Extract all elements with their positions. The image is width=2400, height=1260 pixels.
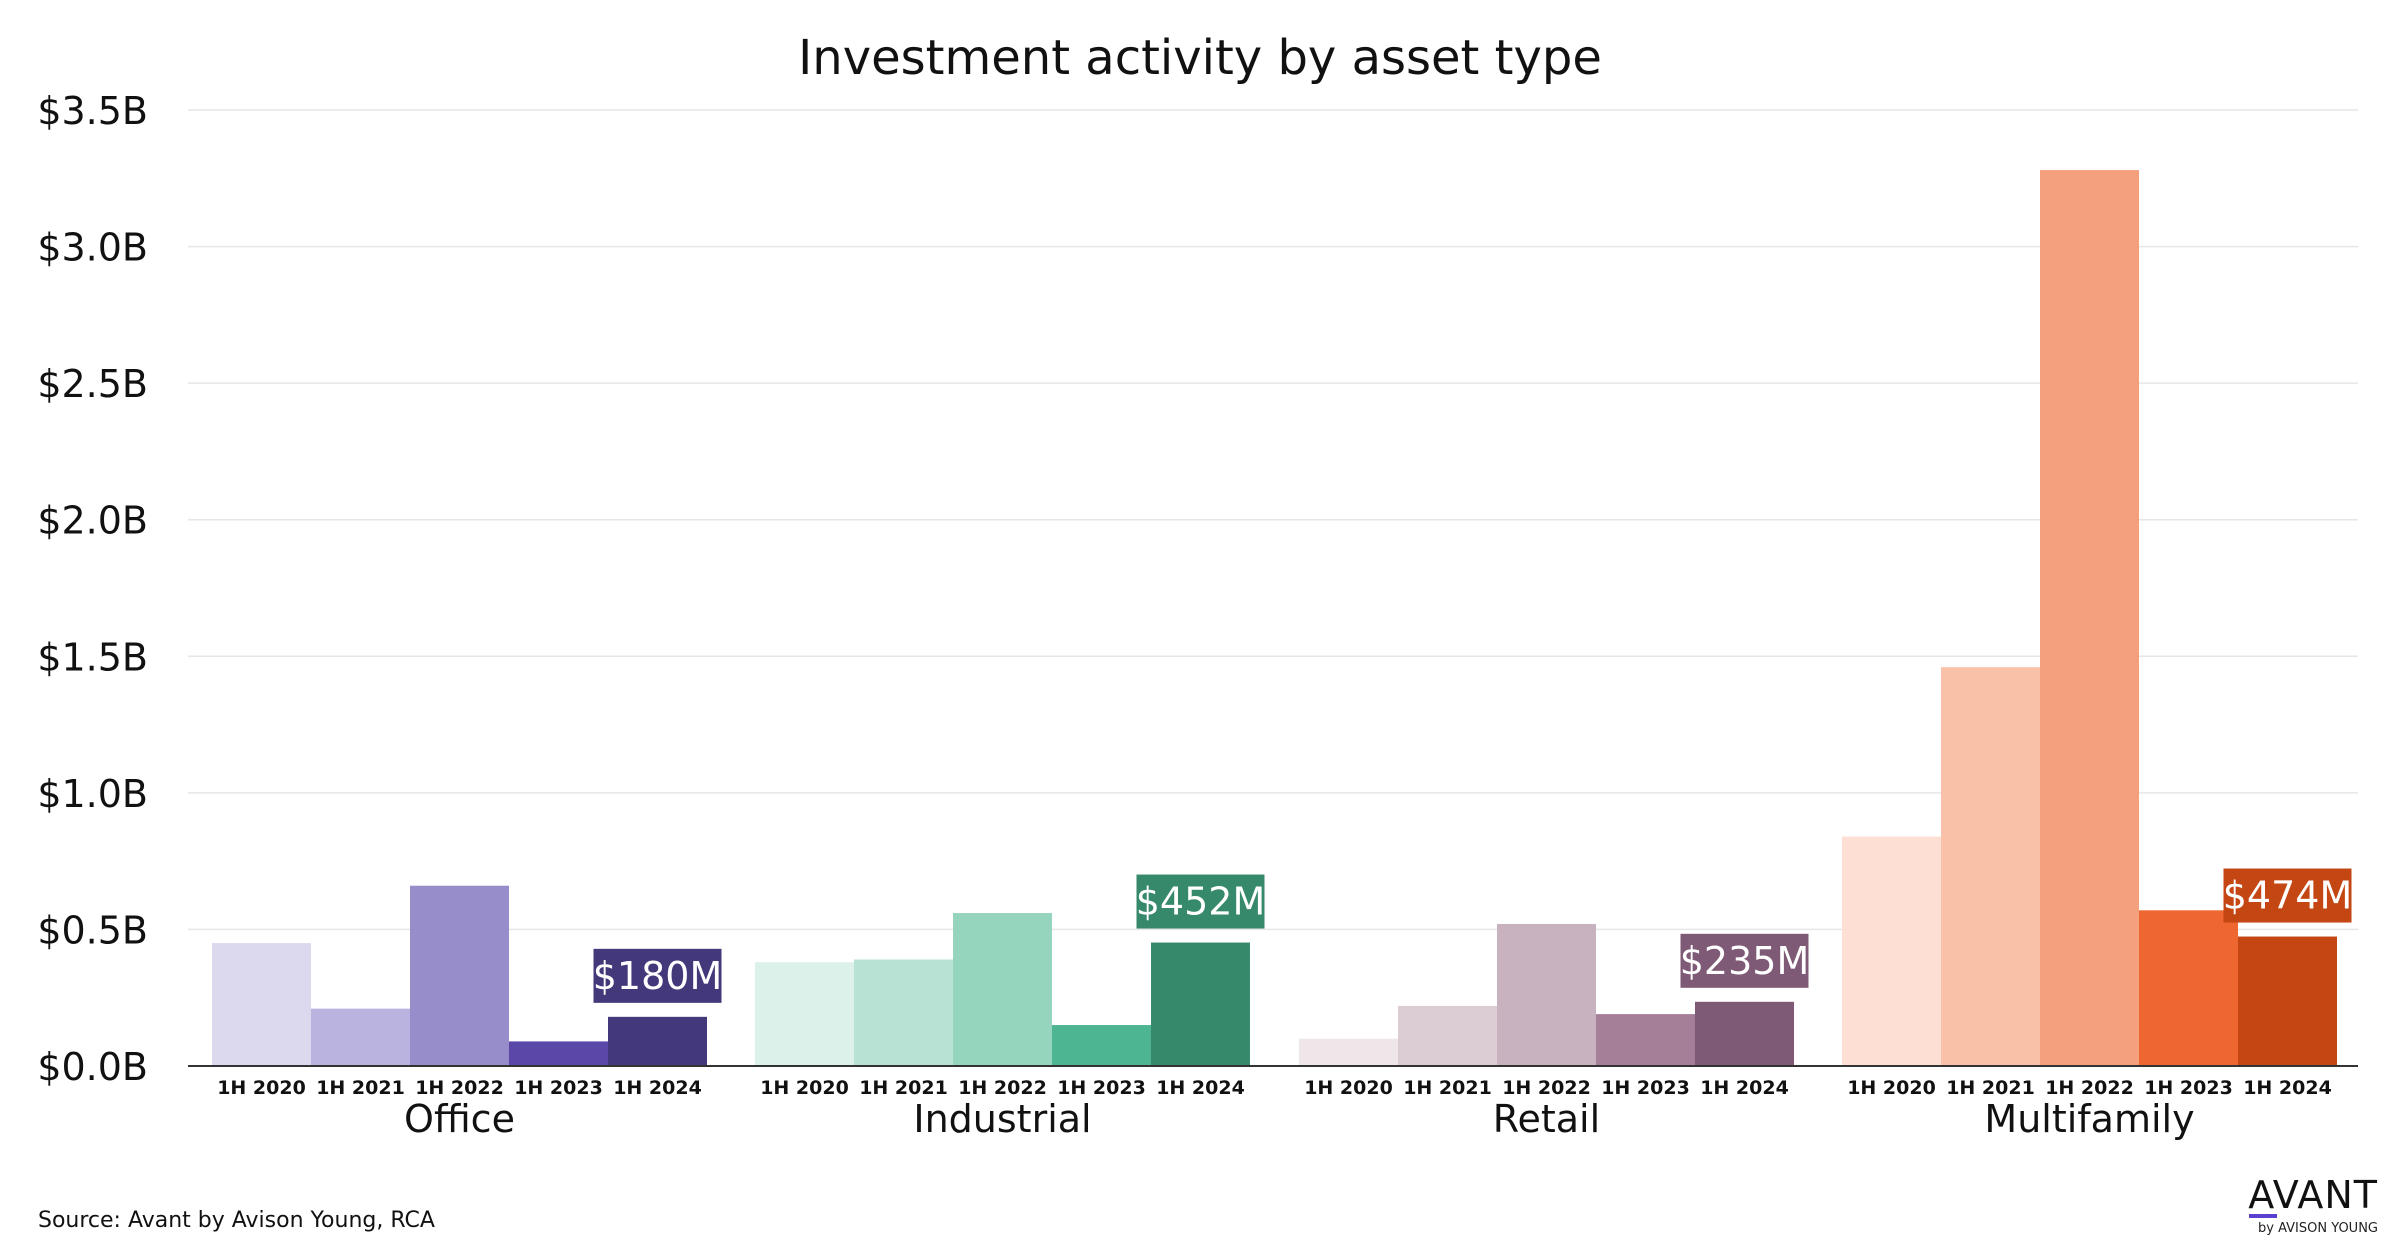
group-label-industrial: Industrial xyxy=(913,1097,1091,1141)
x-tick-label: 1H 2024 xyxy=(1700,1077,1789,1099)
bar-multifamily-1h-2022 xyxy=(2040,170,2139,1066)
x-tick-label: 1H 2024 xyxy=(2243,1077,2332,1099)
x-tick-label: 1H 2020 xyxy=(1847,1077,1936,1099)
x-tick-label: 1H 2020 xyxy=(1304,1077,1393,1099)
y-tick-label: $3.0B xyxy=(37,226,148,270)
y-tick-label: $0.5B xyxy=(37,908,148,952)
group-label-retail: Retail xyxy=(1493,1097,1600,1141)
x-tick-label: 1H 2023 xyxy=(1601,1077,1690,1099)
data-label-box-retail xyxy=(1680,933,1809,988)
bar-multifamily-1h-2024 xyxy=(2238,936,2337,1066)
x-tick-label: 1H 2021 xyxy=(859,1077,948,1099)
group-label-office: Office xyxy=(404,1097,515,1141)
y-tick-label: $1.5B xyxy=(37,635,148,679)
bar-office-1h-2024 xyxy=(608,1016,707,1066)
bar-industrial-1h-2023 xyxy=(1052,1025,1151,1066)
bar-multifamily-1h-2021 xyxy=(1941,667,2040,1066)
x-tick-label: 1H 2021 xyxy=(1403,1077,1492,1099)
x-tick-label: 1H 2022 xyxy=(958,1077,1047,1099)
data-label-box-multifamily xyxy=(2223,868,2352,923)
bar-retail-1h-2022 xyxy=(1497,923,1596,1066)
data-label-box-industrial xyxy=(1136,874,1265,929)
bar-retail-1h-2023 xyxy=(1596,1014,1695,1066)
y-tick-label: $3.5B xyxy=(37,89,148,133)
x-tick-label: 1H 2020 xyxy=(760,1077,849,1099)
data-label-multifamily: $474M xyxy=(2223,874,2353,918)
group-label-multifamily: Multifamily xyxy=(1984,1097,2194,1141)
data-label-office: $180M xyxy=(593,954,723,998)
data-label-retail: $235M xyxy=(1680,939,1810,983)
x-tick-label: 1H 2024 xyxy=(613,1077,702,1099)
x-tick-label: 1H 2023 xyxy=(1057,1077,1146,1099)
bar-retail-1h-2020 xyxy=(1299,1038,1398,1066)
bar-multifamily-1h-2020 xyxy=(1842,836,1941,1066)
avant-logo: AVANT by AVISON YOUNG xyxy=(2248,1175,2378,1236)
source-note: Source: Avant by Avison Young, RCA xyxy=(38,1208,435,1233)
x-tick-label: 1H 2022 xyxy=(2045,1077,2134,1099)
bar-office-1h-2020 xyxy=(212,943,311,1066)
y-tick-label: $0.0B xyxy=(37,1045,148,1089)
x-tick-label: 1H 2023 xyxy=(514,1077,603,1099)
bar-retail-1h-2024 xyxy=(1695,1001,1794,1066)
bar-office-1h-2023 xyxy=(509,1041,608,1066)
bar-office-1h-2021 xyxy=(311,1008,410,1066)
x-tick-label: 1H 2024 xyxy=(1156,1077,1245,1099)
bar-industrial-1h-2022 xyxy=(953,913,1052,1066)
bar-multifamily-1h-2023 xyxy=(2139,910,2238,1066)
bar-industrial-1h-2024 xyxy=(1151,942,1250,1066)
logo-wordmark: AVANT xyxy=(2248,1173,2378,1218)
x-tick-label: 1H 2020 xyxy=(217,1077,306,1099)
logo-main-text: AVANT xyxy=(2248,1173,2378,1217)
data-label-box-office xyxy=(593,948,722,1003)
logo-subtext: by AVISON YOUNG xyxy=(2258,1221,2378,1236)
x-tick-label: 1H 2021 xyxy=(316,1077,405,1099)
x-tick-label: 1H 2022 xyxy=(415,1077,504,1099)
y-tick-label: $2.5B xyxy=(37,362,148,406)
y-tick-label: $1.0B xyxy=(37,772,148,816)
bar-industrial-1h-2020 xyxy=(755,962,854,1066)
bar-retail-1h-2021 xyxy=(1398,1005,1497,1066)
data-label-industrial: $452M xyxy=(1136,880,1266,924)
x-tick-label: 1H 2021 xyxy=(1946,1077,2035,1099)
y-tick-label: $2.0B xyxy=(37,499,148,543)
x-tick-label: 1H 2022 xyxy=(1502,1077,1591,1099)
logo-accent-bar xyxy=(2249,1214,2278,1218)
x-tick-label: 1H 2023 xyxy=(2144,1077,2233,1099)
bar-industrial-1h-2021 xyxy=(854,959,953,1066)
bar-office-1h-2022 xyxy=(410,885,509,1066)
chart-title: Investment activity by asset type xyxy=(798,30,1602,86)
